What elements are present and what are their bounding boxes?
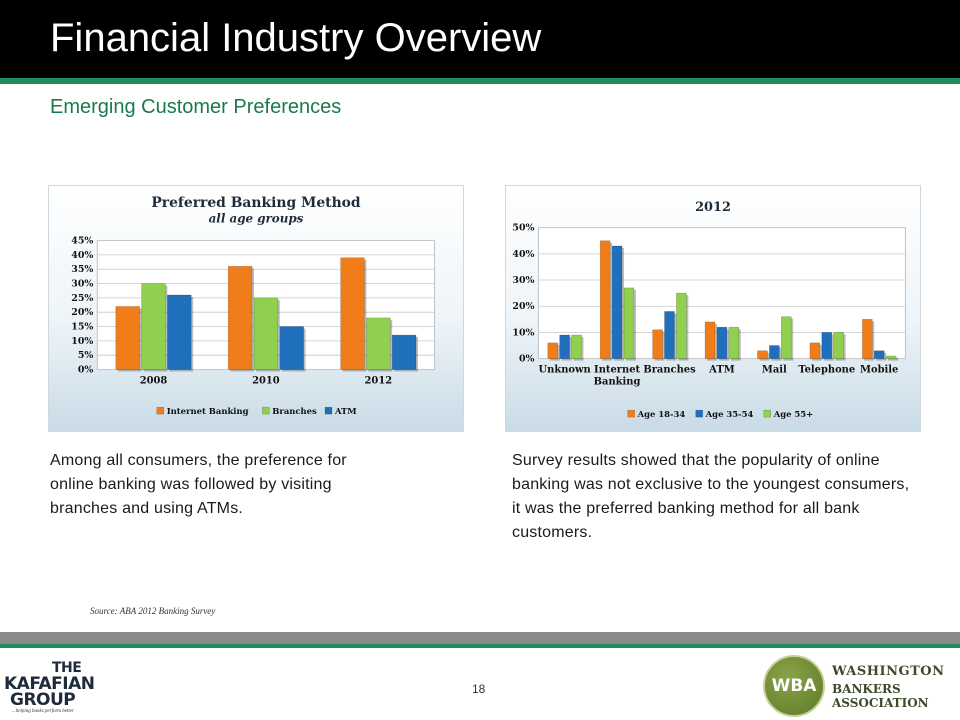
page-number: 18 <box>472 682 486 696</box>
legend-label: Branches <box>272 406 317 416</box>
legend-swatch <box>156 406 165 415</box>
right-description: Survey results showed that the popularit… <box>512 452 910 541</box>
y-tick-label: 5% <box>78 350 94 361</box>
y-tick-label: 50% <box>512 223 534 234</box>
legend-label: Age 35-54 <box>705 409 754 419</box>
y-tick-label: 25% <box>71 293 93 304</box>
y-tick-label: 35% <box>71 264 93 275</box>
y-tick-label: 30% <box>512 275 534 286</box>
bar <box>599 240 611 359</box>
bar <box>141 283 166 370</box>
bar <box>769 345 780 359</box>
chart-title: 2012 <box>695 200 731 215</box>
x-category-label: Banking <box>594 376 641 387</box>
wba-logo-mark: WBA <box>771 676 817 696</box>
wba-logo-icon: WBA <box>763 655 825 717</box>
source-note: Source: ABA 2012 Banking Survey <box>90 606 216 616</box>
chart-svg: 2012 0% 10% 20% 30% 40% 50% Unknown InternetBank… <box>512 200 906 419</box>
y-tick-label: 10% <box>512 327 534 338</box>
left-description: Among all consumers, the preference for … <box>50 452 347 517</box>
bar <box>340 257 365 370</box>
chart-subtitle: all age groups <box>209 212 304 226</box>
bar <box>821 332 833 359</box>
bar <box>279 326 304 370</box>
bar <box>873 350 885 359</box>
logo-text: GROUP <box>10 690 76 710</box>
x-category-label: Internet <box>594 364 640 375</box>
wba-name-line2: BANKERS ASSOCIATION <box>832 682 929 710</box>
legend-label: Age 55+ <box>773 409 814 419</box>
bar <box>757 350 768 359</box>
bar <box>652 329 663 359</box>
legend-swatch <box>627 409 635 418</box>
bar <box>862 319 873 359</box>
y-tick-label: 15% <box>71 321 93 332</box>
x-category-label: Mobile <box>860 364 898 375</box>
bar <box>781 316 792 359</box>
title-bar <box>0 0 960 78</box>
x-category-label: Unknown <box>539 364 591 375</box>
logo-text: THE <box>52 660 82 676</box>
logo-text: KAFAFIAN <box>4 674 95 694</box>
title-accent-line <box>0 78 960 84</box>
bar <box>676 292 687 359</box>
bar <box>885 355 897 359</box>
bar <box>366 317 391 370</box>
bar <box>227 266 253 370</box>
bar <box>809 342 821 359</box>
bar <box>833 332 844 359</box>
y-tick-label: 45% <box>71 236 93 247</box>
bar <box>167 294 192 370</box>
preferred-banking-method-chart: Preferred Banking Method all age groups 0%… <box>48 185 464 432</box>
y-tick-label: 20% <box>512 301 534 312</box>
bar <box>664 311 675 359</box>
x-category-label: 2008 <box>140 375 168 386</box>
y-tick-label: 40% <box>71 250 93 261</box>
y-tick-label: 10% <box>71 336 93 347</box>
wba-name-line1: WASHINGTON <box>832 664 945 679</box>
x-category-label: 2012 <box>365 375 393 386</box>
legend-swatch <box>262 406 270 415</box>
bar-shadow <box>888 357 899 361</box>
legend-label: Age 18-34 <box>637 409 686 419</box>
bar <box>115 306 140 370</box>
bar <box>571 334 582 359</box>
y-tick-label: 20% <box>71 307 93 318</box>
y-tick-label: 40% <box>512 249 534 260</box>
footer-accent-line <box>0 644 960 648</box>
footer-bar <box>0 632 960 644</box>
bar <box>611 245 623 359</box>
bar <box>253 297 279 370</box>
bar <box>391 334 417 370</box>
legend-swatch <box>763 409 771 418</box>
legend-label: Internet Banking <box>167 406 249 416</box>
y-tick-label: 30% <box>71 279 93 290</box>
bar <box>559 334 570 359</box>
y-tick-label: 0% <box>519 354 535 365</box>
legend-swatch <box>695 409 703 418</box>
legend-label: ATM <box>334 406 357 416</box>
x-category-label: Branches <box>643 364 696 375</box>
x-category-label: Telephone <box>798 364 855 375</box>
kafafian-group-logo: THE KAFAFIAN GROUP ...helping banks perf… <box>4 660 95 718</box>
x-category-label: 2010 <box>252 375 280 386</box>
x-category-label: Mail <box>762 364 787 375</box>
y-tick-label: 0% <box>78 364 94 375</box>
bar <box>623 287 635 359</box>
slide-subtitle: Emerging Customer Preferences <box>50 96 342 118</box>
bar <box>704 321 716 359</box>
slide-title: Financial Industry Overview <box>50 16 542 60</box>
logo-tagline: ...helping banks perform better <box>12 709 74 714</box>
x-category-label: ATM <box>708 364 735 375</box>
legend-swatch <box>324 406 333 415</box>
banking-by-age-chart: 2012 0% 10% 20% 30% 40% 50% Unknown Internet Bank… <box>505 185 921 432</box>
chart-title: Preferred Banking Method <box>151 195 361 211</box>
bar <box>547 342 558 359</box>
bar <box>716 326 728 359</box>
bar <box>728 326 740 359</box>
